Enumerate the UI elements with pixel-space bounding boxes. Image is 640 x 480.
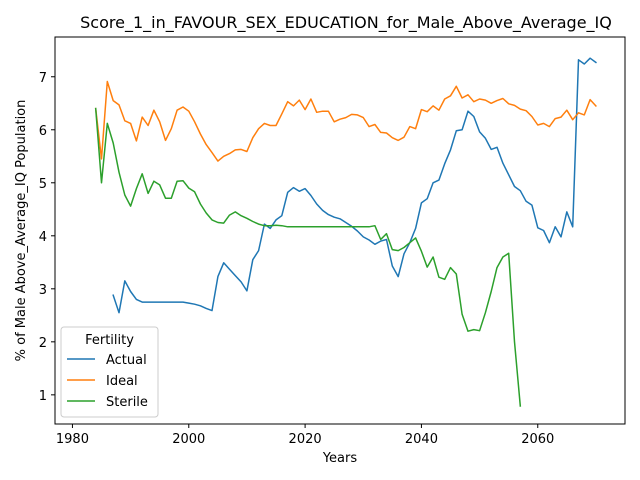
x-axis: 1980 2000 2020 2040 2060 [56, 424, 554, 447]
legend: Fertility Actual Ideal Sterile [60, 326, 159, 418]
plot-lines [94, 57, 597, 407]
legend-title: Fertility [85, 333, 134, 348]
x-tick-label: 1980 [56, 432, 89, 447]
plot-area-frame [54, 36, 626, 425]
series-line-sterile [94, 107, 522, 407]
y-axis: 1 2 3 4 5 6 7 [39, 71, 55, 404]
legend-box [60, 326, 159, 418]
x-tick-label: 2020 [289, 432, 322, 447]
y-tick-label: 6 [39, 124, 47, 139]
y-tick-label: 5 [39, 177, 47, 192]
x-tick-label: 2000 [172, 432, 205, 447]
legend-label-ideal: Ideal [106, 374, 138, 389]
x-axis-label: Years [322, 451, 358, 466]
y-tick-label: 2 [39, 336, 47, 351]
series-line-ideal [94, 80, 597, 162]
y-tick-label: 1 [39, 389, 47, 404]
y-tick-label: 3 [39, 283, 47, 298]
x-tick-label: 2040 [405, 432, 438, 447]
chart-title: Score_1_in_FAVOUR_SEX_EDUCATION_for_Male… [80, 13, 612, 33]
y-axis-label: % of Male Above_Average_IQ Population [14, 100, 29, 362]
legend-label-actual: Actual [106, 353, 147, 368]
series-line-actual [112, 57, 597, 314]
y-tick-label: 4 [39, 230, 47, 245]
y-tick-label: 7 [39, 71, 47, 86]
x-tick-label: 2060 [521, 432, 554, 447]
legend-label-sterile: Sterile [106, 395, 148, 410]
